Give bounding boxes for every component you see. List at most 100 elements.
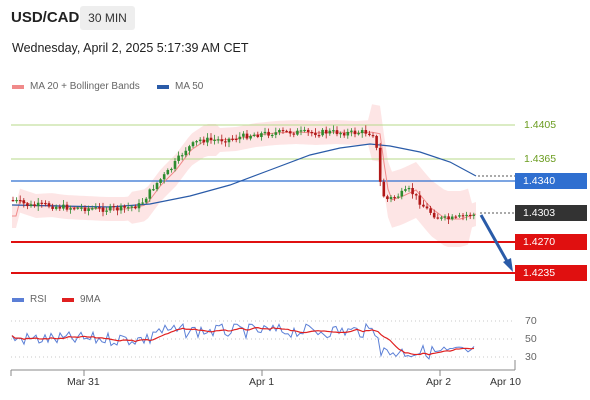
candle-body — [152, 189, 155, 191]
candle-body — [90, 208, 94, 210]
candle-body — [141, 202, 144, 204]
candle-body — [188, 146, 191, 151]
candle-body — [260, 133, 263, 137]
candle-body — [270, 134, 274, 137]
x-label-apr10: Apr 10 — [490, 376, 521, 388]
candle-body — [216, 139, 220, 141]
candle-body — [306, 129, 310, 132]
candle-body — [321, 129, 324, 136]
candle-body — [378, 147, 382, 182]
bollinger-band — [12, 104, 476, 247]
current-price-label: 1.4303 — [515, 205, 587, 221]
candle-body — [166, 170, 170, 175]
legend-9ma-label: 9MA — [80, 294, 101, 305]
candle-body — [353, 130, 357, 135]
legend-rsi: RSI — [12, 294, 47, 305]
forecast-arrowhead — [503, 258, 513, 272]
candle-body — [51, 206, 54, 209]
legend-ma50-label: MA 50 — [175, 81, 204, 92]
legend-ma20-bollinger: MA 20 + Bollinger Bands — [12, 81, 140, 92]
candle-body — [472, 214, 476, 216]
candle-body — [242, 133, 245, 137]
timeframe-badge[interactable]: 30 MIN — [80, 6, 135, 30]
candle-body — [368, 133, 371, 136]
legend-9ma: 9MA — [62, 294, 101, 305]
ma20-line — [12, 131, 477, 220]
candle-body — [422, 204, 425, 207]
candle-body — [285, 130, 288, 133]
candle-body — [98, 207, 101, 209]
candle-body — [209, 137, 213, 140]
x-label-mar31: Mar 31 — [67, 376, 100, 388]
candle-body — [177, 155, 180, 161]
candle-body — [119, 205, 123, 211]
candle-body — [36, 202, 40, 207]
candle-body — [339, 133, 342, 135]
candle-body — [458, 215, 461, 217]
candle-body — [159, 179, 162, 183]
candle-body — [170, 168, 173, 171]
pivot-label: 1.4340 — [515, 173, 587, 189]
x-label-apr2: Apr 2 — [426, 376, 452, 388]
candle-body — [465, 214, 468, 217]
candle-body — [404, 189, 407, 191]
candle-body — [324, 129, 328, 134]
candle-body — [296, 130, 299, 135]
candle-body — [281, 130, 285, 132]
candle-body — [202, 139, 206, 143]
candle-body — [411, 187, 414, 195]
candle-body — [180, 155, 184, 157]
candle-body — [83, 207, 87, 211]
candle-body — [425, 206, 429, 209]
ma50-swatch — [157, 84, 169, 89]
candle-body — [414, 194, 418, 196]
ma20-swatch — [12, 84, 24, 89]
x-label-apr1: Apr 1 — [249, 376, 275, 388]
candle-body — [123, 205, 126, 208]
candle-body — [396, 196, 400, 198]
candle-body — [191, 142, 195, 147]
resistance-1-label: 1.4365 — [524, 153, 557, 165]
candle-body — [87, 208, 90, 211]
candle-body — [22, 200, 26, 204]
candle-body — [137, 203, 141, 209]
candle-body — [263, 131, 267, 134]
legend-rsi-label: RSI — [30, 294, 47, 305]
candle-body — [328, 130, 332, 134]
candle-body — [231, 138, 234, 140]
candle-body — [155, 182, 159, 190]
candle-body — [440, 217, 443, 219]
candle-body — [310, 131, 314, 134]
candle-body — [58, 206, 62, 209]
candle-body — [40, 202, 44, 204]
rsi-label-30: 30 — [525, 351, 537, 363]
candle-body — [299, 130, 303, 132]
legend-ma20-label: MA 20 + Bollinger Bands — [30, 81, 140, 92]
candle-body — [364, 130, 368, 134]
candle-body — [227, 138, 231, 143]
candle-body — [65, 204, 69, 210]
rsi-label-70: 70 — [525, 315, 537, 327]
candle-body — [234, 138, 238, 141]
candle-body — [195, 141, 198, 143]
candle-body — [468, 214, 472, 217]
candle-body — [267, 131, 270, 136]
candle-body — [332, 130, 335, 132]
candle-body — [80, 207, 83, 209]
candle-body — [144, 198, 148, 203]
candle-body — [360, 130, 364, 134]
candle-body — [134, 206, 137, 209]
candle-body — [382, 181, 386, 197]
candle-body — [342, 133, 346, 136]
candle-body — [292, 133, 296, 135]
candle-body — [278, 130, 281, 133]
candle-body — [245, 133, 249, 139]
candle-body — [33, 204, 36, 207]
candle-body — [256, 134, 260, 137]
rsi-swatch — [12, 297, 24, 302]
candle-body — [357, 133, 360, 135]
candle-body — [26, 203, 29, 207]
timestamp: Wednesday, April 2, 2025 5:17:39 AM CET — [12, 41, 249, 55]
candle-body — [393, 197, 396, 199]
candle-body — [94, 207, 98, 209]
